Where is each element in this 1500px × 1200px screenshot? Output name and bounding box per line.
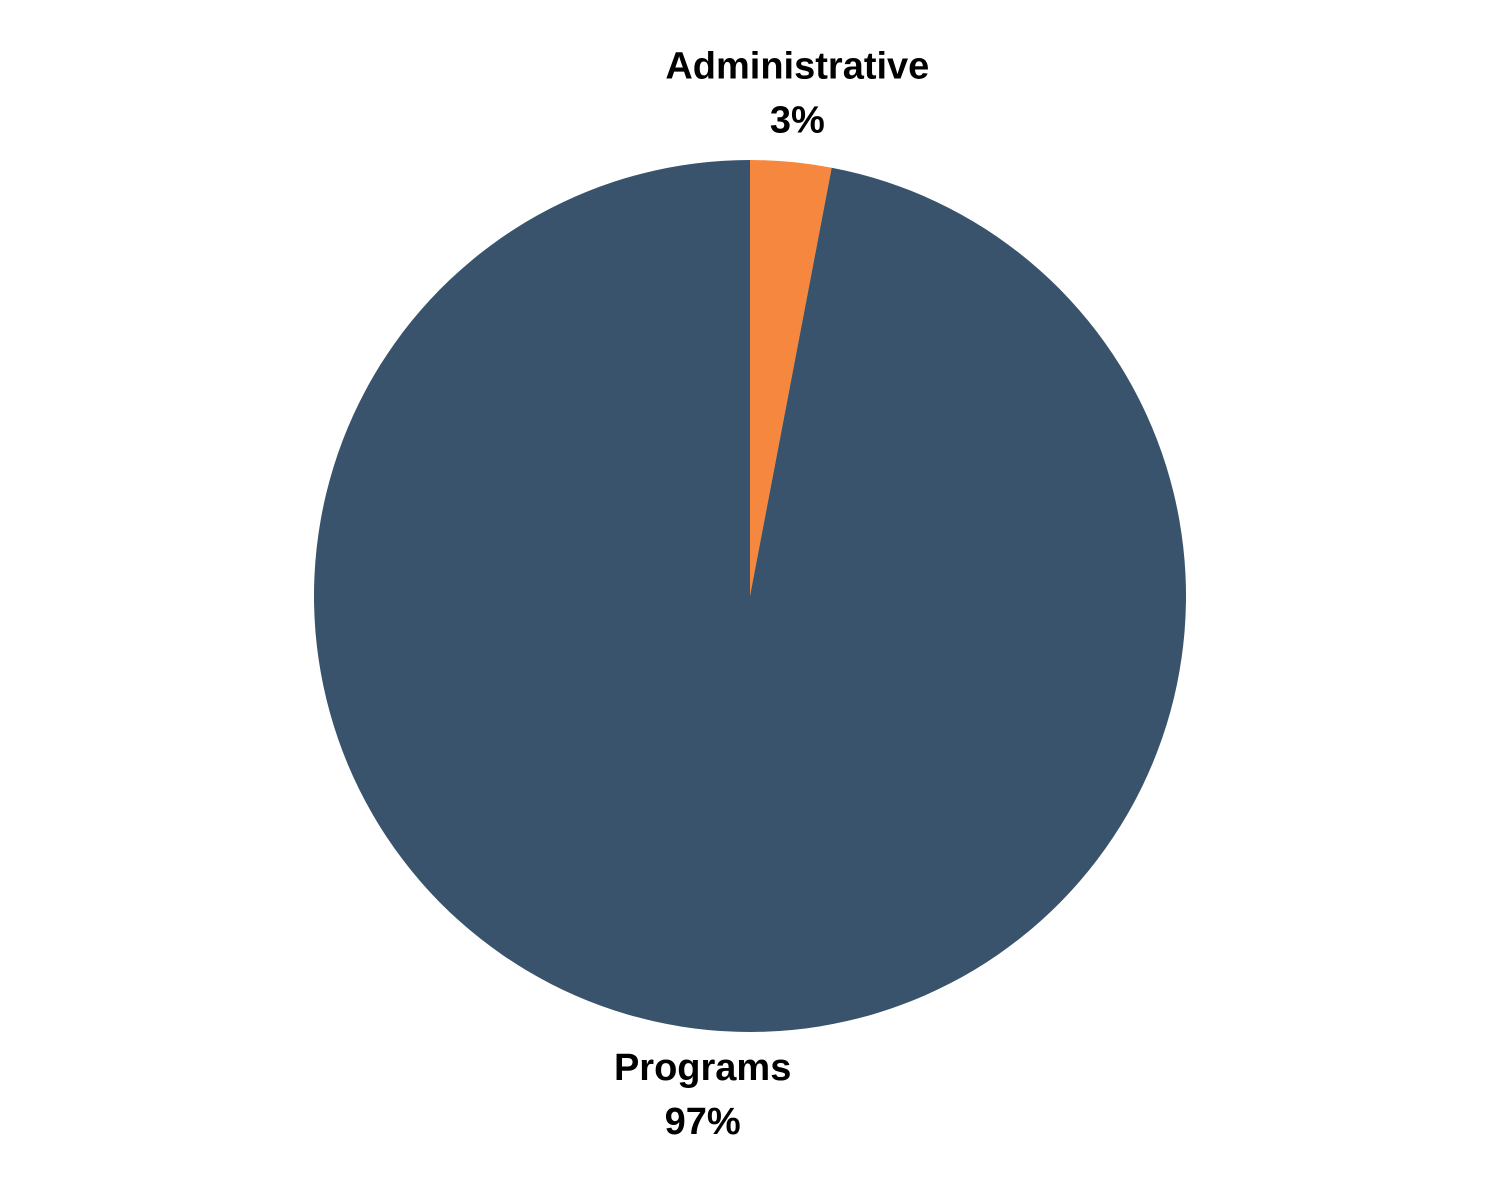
pie-slice (313, 160, 1186, 1032)
slice-label: Administrative (665, 45, 929, 87)
pie-slice (750, 160, 832, 596)
slice-label: Programs (614, 1047, 791, 1089)
value-label: 3% (770, 99, 825, 141)
value-label: 97% (665, 1101, 741, 1143)
